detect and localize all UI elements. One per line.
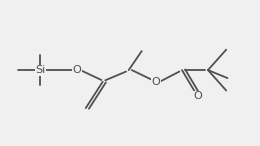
Text: O: O xyxy=(152,77,160,87)
Text: Si: Si xyxy=(35,65,46,75)
Text: O: O xyxy=(193,91,202,101)
Text: O: O xyxy=(72,65,81,75)
